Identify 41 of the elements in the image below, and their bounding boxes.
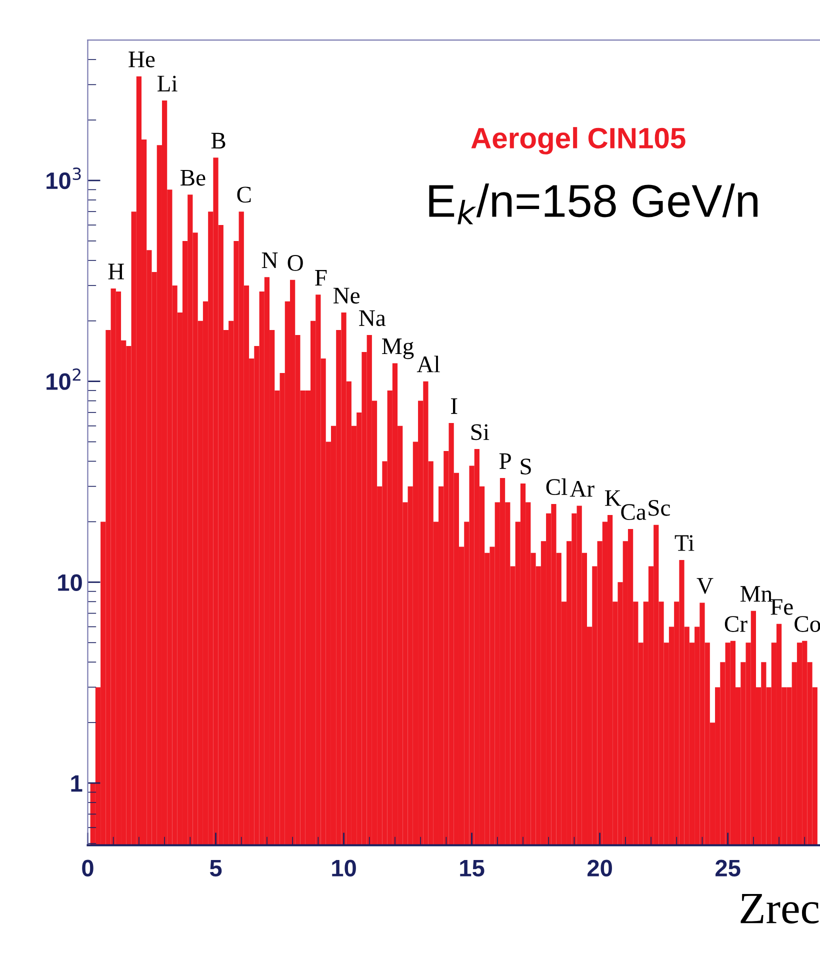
annotation: P — [499, 453, 511, 469]
annotation: V — [696, 578, 714, 594]
annotation: Sc — [648, 500, 670, 516]
text: E$_{k}$/n=158 GeV/n — [429, 184, 758, 224]
annotation: Cr — [724, 616, 748, 632]
annotation: Cl — [546, 478, 568, 496]
annotation: Ti — [674, 535, 694, 551]
annotation: I — [451, 398, 458, 414]
x-tick-label: 0 — [82, 860, 94, 876]
annotation: Be — [180, 170, 206, 186]
annotation: S — [520, 458, 531, 475]
annotation: Co — [794, 616, 820, 632]
annotation: Ca — [621, 504, 646, 520]
annotation: Fe — [770, 599, 793, 615]
annotation: B — [211, 132, 226, 148]
y-tick-label: 10$^{3}$ — [46, 168, 81, 190]
annotation: H — [108, 264, 124, 280]
annotation: Al — [416, 356, 440, 372]
x-tick-label: 5 — [210, 860, 222, 876]
annotation: He — [128, 52, 155, 68]
y-tick-label: 10 — [58, 574, 82, 591]
annotation: N — [262, 252, 278, 268]
annotation: K — [604, 490, 622, 506]
x-tick-label: 10 — [332, 860, 356, 876]
x-axis-title: Zrec — [740, 894, 819, 924]
annotation: O — [288, 255, 303, 271]
annotation: Ne — [333, 288, 360, 304]
text: Aerogel CIN105 — [471, 127, 686, 154]
annotation: Si — [471, 424, 490, 440]
x-tick-label: 25 — [716, 860, 740, 876]
annotation: F — [315, 270, 327, 286]
annotation: Li — [158, 76, 178, 92]
annotation: Ar — [570, 481, 594, 497]
x-tick-label: 15 — [460, 860, 484, 876]
annotation: Mn — [740, 586, 772, 602]
annotation: Mg — [382, 338, 414, 360]
y-tick-label: 10$^{2}$ — [46, 368, 80, 390]
annotation: C — [237, 186, 251, 203]
x-tick-label: 20 — [588, 860, 612, 876]
y-tick-label: 1 — [71, 775, 82, 792]
annotation: Na — [359, 310, 386, 326]
